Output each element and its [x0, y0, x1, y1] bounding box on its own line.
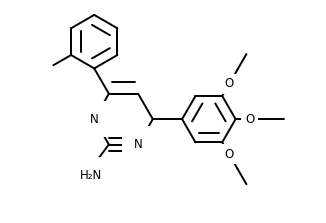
Text: N: N: [134, 138, 142, 151]
Text: N: N: [90, 113, 98, 126]
Text: O: O: [225, 148, 234, 161]
Text: O: O: [225, 77, 234, 90]
Text: O: O: [245, 113, 254, 126]
Text: H₂N: H₂N: [80, 169, 102, 182]
